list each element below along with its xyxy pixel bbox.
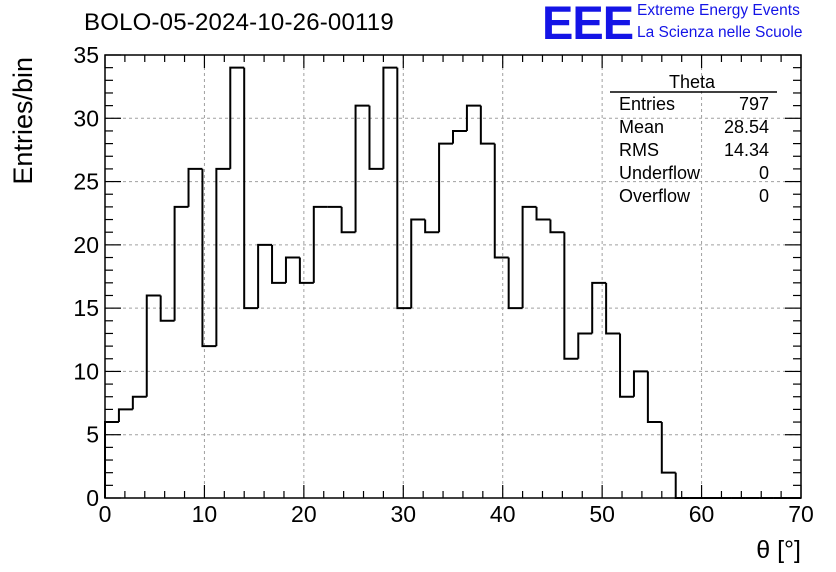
y-tick-label: 5 [86,422,99,448]
histogram-bin [563,232,579,360]
y-tick-label: 20 [73,232,99,258]
x-tick-label: 70 [788,501,814,527]
histogram-bin [201,168,217,348]
histogram-bin [591,281,607,334]
histogram-bin [368,105,384,170]
histogram-bin [646,371,662,424]
stats-row-value: 0 [759,163,769,183]
axes [104,54,802,499]
grid-lines [105,55,801,498]
tick-labels: 0 10 20 30 40 50 60 70 0 5 10 15 20 25 30 35 [73,42,813,527]
x-tick-label: 30 [390,501,416,527]
histogram-bin [117,408,133,423]
histogram-bin [521,205,537,309]
stats-row-label: Entries [619,94,675,114]
histogram-bin [298,257,314,284]
x-tick-label: 20 [291,501,317,527]
stats-row-label: Underflow [619,163,701,183]
histogram-bin [493,143,509,259]
histogram-bin [619,333,634,398]
histogram-bin [577,332,593,359]
histogram-bin [215,167,231,347]
histogram-bin [535,206,551,221]
x-axis-label: θ [°] [756,536,801,564]
histogram-bin [159,295,175,322]
histogram-bin [479,105,495,145]
histogram-bin [312,205,328,283]
stats-row-value: 797 [739,94,769,114]
y-tick-label: 15 [73,295,99,321]
plot-frame [104,54,802,499]
chart-title: BOLO-05-2024-10-26-00119 [84,9,394,36]
x-tick-label: 50 [589,501,615,527]
stats-box: Theta Entries 797 Mean 28.54 RMS 14.34 Underfl… [610,72,777,206]
stats-rows: Entries 797 Mean 28.54 RMS 14.34 Underflow 0 Ove… [619,94,769,206]
histogram-bin [340,206,356,234]
histogram-bin [660,422,676,474]
y-tick-label: 25 [73,169,99,195]
histogram-bin [354,104,370,233]
histogram-bin [549,219,565,234]
x-tick-label: 0 [99,501,112,527]
histogram-bin [257,243,273,309]
y-tick-label: 0 [86,485,99,511]
y-axis-label: Entries/bin [8,57,38,185]
stats-row-value: 14.34 [724,140,769,160]
histogram-bin [243,67,259,310]
histogram-bin [507,257,523,310]
stats-title: Theta [669,72,716,92]
histogram-bin [229,66,245,169]
stats-row-label: Mean [619,117,664,137]
eee-logo: EEE [542,0,634,49]
stats-row-label: RMS [619,140,659,160]
histogram-bin [674,472,690,499]
histogram-bin [465,104,481,131]
y-tick-label: 10 [73,358,99,384]
logo-subtitle-1: Extreme Energy Events [637,2,800,19]
histogram-bin [424,219,440,234]
histogram-bin [632,370,648,397]
histogram-bin [173,205,189,321]
histogram-bin [605,282,621,335]
histogram-bin [382,66,398,169]
axis-ticks [104,54,802,499]
x-tick-label: 60 [689,501,715,527]
histogram-bin [396,67,412,310]
x-tick-label: 40 [490,501,516,527]
stats-row-label: Overflow [619,186,691,206]
histogram-bin [131,395,147,410]
logo-subtitle-2: La Scienza nelle Scuole [637,24,803,41]
stats-row-value: 0 [759,186,769,206]
histogram-bin [452,129,467,144]
histogram-series [104,66,801,499]
histogram-bin [284,256,300,283]
stats-row-value: 28.54 [724,117,769,137]
histogram-bin [145,294,161,397]
x-tick-label: 10 [192,501,218,527]
y-tick-label: 30 [73,105,99,131]
histogram-bin [187,167,203,207]
histogram-bin [410,218,426,309]
histogram-bin [438,142,453,233]
histogram-bin [271,244,286,284]
y-tick-label: 35 [73,42,99,68]
